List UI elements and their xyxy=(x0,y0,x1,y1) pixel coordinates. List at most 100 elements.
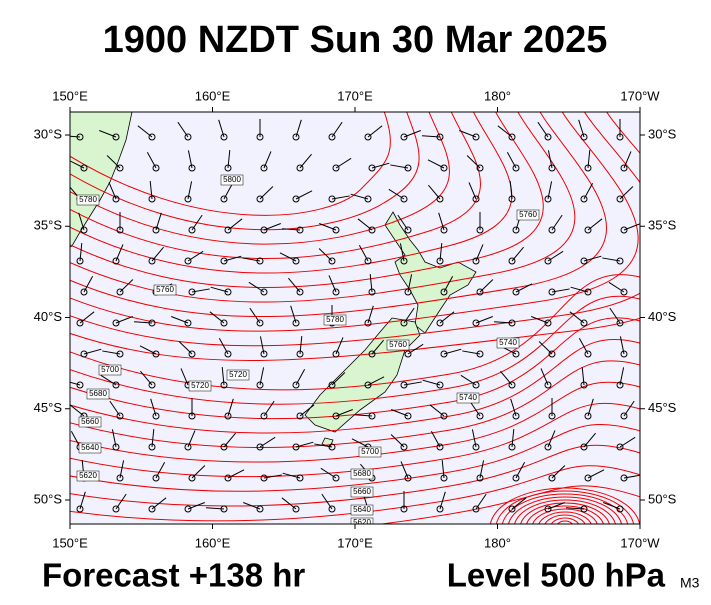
station xyxy=(256,381,264,389)
station xyxy=(508,381,516,389)
station xyxy=(544,319,552,327)
station xyxy=(620,412,628,420)
contour xyxy=(70,402,640,478)
contour xyxy=(70,465,640,522)
station xyxy=(544,505,552,513)
station xyxy=(112,443,120,451)
lon-label: 160°E xyxy=(195,88,231,103)
station xyxy=(544,443,552,451)
barb xyxy=(439,491,446,510)
station xyxy=(400,381,408,389)
station xyxy=(256,319,264,327)
barb xyxy=(227,218,243,231)
station xyxy=(224,226,232,234)
barb xyxy=(537,121,549,138)
station xyxy=(152,350,160,358)
station xyxy=(296,412,304,420)
station xyxy=(148,505,156,513)
barb xyxy=(510,398,517,417)
barb xyxy=(400,461,409,479)
barb xyxy=(422,135,441,138)
contour-label: 5660 xyxy=(81,417,99,426)
station xyxy=(544,257,552,265)
station xyxy=(436,505,444,513)
barb xyxy=(263,474,282,479)
barb xyxy=(351,438,369,448)
barb xyxy=(428,184,441,200)
station xyxy=(260,226,268,234)
barb xyxy=(221,367,225,386)
station xyxy=(152,474,160,482)
station xyxy=(584,350,592,358)
station xyxy=(472,443,480,451)
station xyxy=(436,319,444,327)
barb xyxy=(391,409,409,417)
station xyxy=(368,164,376,172)
barb xyxy=(259,186,274,200)
barb xyxy=(466,155,481,169)
barb xyxy=(314,443,333,448)
barb xyxy=(70,381,81,386)
barb xyxy=(187,150,193,169)
barb xyxy=(439,243,443,262)
contour-label: 5740 xyxy=(459,393,477,402)
station xyxy=(188,288,196,296)
station xyxy=(364,381,372,389)
barb xyxy=(551,465,566,479)
contour xyxy=(538,511,592,524)
station xyxy=(544,133,552,141)
barb xyxy=(587,398,594,417)
barb xyxy=(407,274,413,293)
station xyxy=(404,226,412,234)
contour-label-box xyxy=(358,446,382,458)
station xyxy=(548,164,556,172)
station xyxy=(260,164,268,172)
barb xyxy=(119,279,134,293)
lon-label: 170°E xyxy=(337,535,373,550)
contour xyxy=(70,444,640,507)
station xyxy=(188,164,196,172)
lat-label: 45°S xyxy=(648,400,677,415)
barb xyxy=(500,370,513,386)
barb xyxy=(70,160,85,169)
barb xyxy=(259,336,265,355)
station xyxy=(292,133,300,141)
station xyxy=(80,288,88,296)
barb xyxy=(538,341,553,355)
station xyxy=(332,350,340,358)
barb xyxy=(578,119,585,138)
barb xyxy=(187,250,204,262)
barb xyxy=(259,367,265,386)
barb xyxy=(279,252,297,262)
station xyxy=(472,381,480,389)
lon-label: 160°E xyxy=(195,535,231,550)
barb xyxy=(570,286,589,293)
contour-label-box xyxy=(350,517,374,524)
barb xyxy=(357,218,373,231)
barb xyxy=(497,125,513,138)
contour-label: 5760 xyxy=(389,340,407,349)
station xyxy=(112,133,120,141)
station xyxy=(584,412,592,420)
station xyxy=(508,257,516,265)
barb xyxy=(623,474,640,479)
barb xyxy=(328,275,337,293)
station xyxy=(152,412,160,420)
barb xyxy=(282,228,301,231)
contour-label-box xyxy=(350,486,374,498)
contour-label: 5760 xyxy=(519,210,537,219)
contour xyxy=(526,505,604,524)
station xyxy=(220,257,228,265)
lat-label: 30°S xyxy=(34,126,63,141)
barb xyxy=(70,430,81,448)
forecast-label: Forecast +138 hr xyxy=(42,557,305,594)
station xyxy=(580,133,588,141)
contour xyxy=(544,514,586,524)
map-layer: 5800 5780 5760 5780 5760 5740 5720 5700 5680 5660… xyxy=(70,112,640,524)
barb xyxy=(218,119,225,138)
barb xyxy=(83,275,94,293)
station xyxy=(112,257,120,265)
barb xyxy=(587,469,605,479)
station xyxy=(328,195,336,203)
lon-label: 150°E xyxy=(52,535,88,550)
